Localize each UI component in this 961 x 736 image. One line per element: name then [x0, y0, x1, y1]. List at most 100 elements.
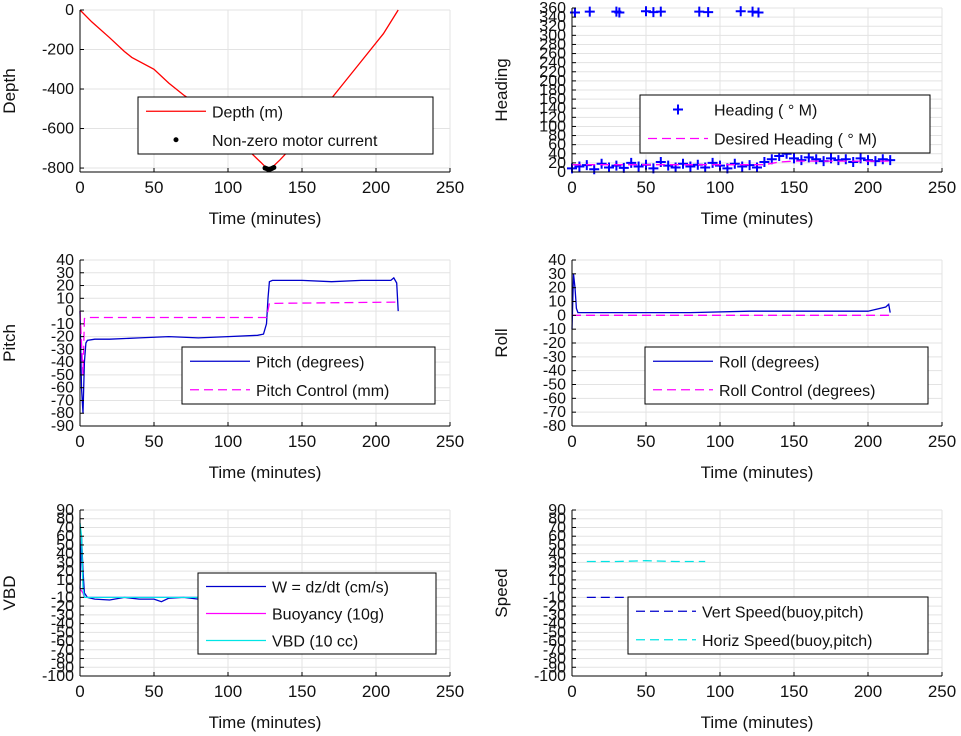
panel-speed: 0 50 100 150 200 2509080706050403020100-10-20…	[492, 502, 956, 732]
y-axis-label: VBD	[0, 576, 19, 611]
series-1	[569, 6, 764, 18]
series-0	[79, 276, 399, 414]
y-tick-label: 40	[548, 146, 566, 163]
y-tick-label: 320	[539, 18, 566, 35]
data-point	[811, 154, 822, 165]
y-tick-label: 90	[548, 502, 566, 519]
y-tick-label: -10	[51, 589, 74, 606]
y-tick-label: -90	[51, 418, 74, 435]
data-point	[694, 6, 705, 17]
x-tick-label: 200	[854, 178, 882, 197]
x-tick-label: 250	[436, 432, 464, 451]
x-tick-label: 100	[214, 178, 242, 197]
y-tick-label: -70	[543, 404, 566, 421]
legend: Pitch (degrees) Pitch Control (mm)	[181, 346, 436, 405]
x-tick-label: 0	[567, 432, 576, 451]
y-tick-label: -80	[51, 405, 74, 422]
y-tick-label: -90	[543, 659, 566, 676]
data-point	[584, 6, 595, 17]
x-tick-label: 100	[214, 432, 242, 451]
x-tick-label: 200	[362, 682, 390, 701]
legend: Depth (m) Non-zero motor current	[137, 96, 434, 155]
y-tick-label: -200	[42, 42, 74, 59]
legend-label: Depth (m)	[212, 104, 283, 121]
x-tick-label: 100	[214, 682, 242, 701]
x-tick-label: 200	[854, 432, 882, 451]
y-tick-label: 80	[56, 511, 74, 528]
y-tick-label: -30	[543, 349, 566, 366]
y-tick-label: 260	[539, 46, 566, 63]
y-tick-label: 40	[548, 546, 566, 563]
legend-box	[137, 96, 434, 155]
legend-box	[181, 346, 436, 405]
y-tick-label: -20	[51, 329, 74, 346]
y-tick-label: 80	[548, 128, 566, 145]
y-tick-label: 160	[539, 91, 566, 108]
x-tick-label: 0	[75, 178, 84, 197]
y-tick-label: -50	[51, 367, 74, 384]
x-tick-label: 150	[780, 682, 808, 701]
legend-label: Buoyancy (10g)	[272, 607, 384, 624]
panel-pitch: 0 50 100 150 200 250403020100-10-20-30-40-50-…	[0, 252, 464, 482]
y-tick-label: -100	[534, 668, 566, 685]
y-tick-label: -100	[42, 668, 74, 685]
x-tick-label: 50	[145, 682, 164, 701]
legend-label: Desired Heading ( ° M)	[714, 132, 877, 149]
data-point	[633, 161, 644, 172]
legend-swatch	[173, 137, 179, 143]
y-tick-label: 40	[56, 252, 74, 269]
y-tick-label: 180	[539, 82, 566, 99]
data-point	[618, 162, 629, 173]
panel-depth: 0 50 100 150 200 250 0 -200 -400 -600 -800 Time (mi…	[0, 2, 464, 228]
y-tick-label: -60	[543, 633, 566, 650]
y-axis-label: Speed	[492, 568, 511, 617]
y-tick-label: 60	[548, 137, 566, 154]
x-tick-label: 250	[928, 682, 956, 701]
y-tick-label: -10	[543, 321, 566, 338]
y-tick-label: -70	[51, 392, 74, 409]
y-tick-label: 20	[56, 563, 74, 580]
x-tick-label: 50	[145, 432, 164, 451]
y-tick-label: 280	[539, 36, 566, 53]
y-tick-label: 70	[548, 519, 566, 536]
y-tick-label: 340	[539, 9, 566, 26]
x-tick-label: 150	[780, 432, 808, 451]
y-tick-label: 70	[56, 519, 74, 536]
series-1	[262, 164, 277, 172]
legend: Vert Speed(buoy,pitch) Horiz Speed(buoy,p…	[627, 596, 929, 655]
data-point	[729, 158, 740, 169]
legend-label: W = dz/dt (cm/s)	[272, 580, 389, 597]
legend-swatch	[673, 104, 683, 115]
x-tick-label: 0	[75, 432, 84, 451]
y-tick-label: 60	[56, 528, 74, 545]
data-point	[611, 160, 622, 171]
y-tick-label: -30	[51, 341, 74, 358]
x-tick-label: 50	[637, 682, 656, 701]
x-tick-label: 0	[567, 682, 576, 701]
panel-vbd: 0 50 100 150 200 2509080706050403020100-10-20…	[0, 502, 464, 732]
x-axis-label: Time (minutes)	[209, 713, 322, 732]
y-tick-label: -70	[51, 642, 74, 659]
y-tick-label: 240	[539, 55, 566, 72]
panel-heading: 0 50 100 150 200 2500204060801001201401601802…	[492, 0, 956, 228]
legend-label: Roll Control (degrees)	[719, 383, 876, 400]
data-point	[759, 156, 770, 167]
y-tick-label: -40	[543, 363, 566, 380]
x-tick-label: 250	[436, 682, 464, 701]
y-tick-label: -70	[543, 642, 566, 659]
y-tick-label: 10	[56, 290, 74, 307]
x-tick-label: 250	[436, 178, 464, 197]
y-tick-label: 20	[548, 155, 566, 172]
x-tick-label: 150	[288, 682, 316, 701]
y-tick-label: -400	[42, 81, 74, 98]
legend: Roll (degrees) Roll Control (degrees)	[644, 346, 929, 405]
y-tick-label: -40	[51, 616, 74, 633]
data-point	[614, 7, 625, 18]
data-point	[796, 155, 807, 166]
legend-label: Pitch (degrees)	[256, 354, 365, 371]
y-tick-label: -600	[42, 121, 74, 138]
y-tick-label: 100	[539, 118, 566, 135]
y-tick-label: 90	[56, 502, 74, 519]
legend-box	[627, 596, 929, 655]
data-point	[803, 152, 814, 163]
